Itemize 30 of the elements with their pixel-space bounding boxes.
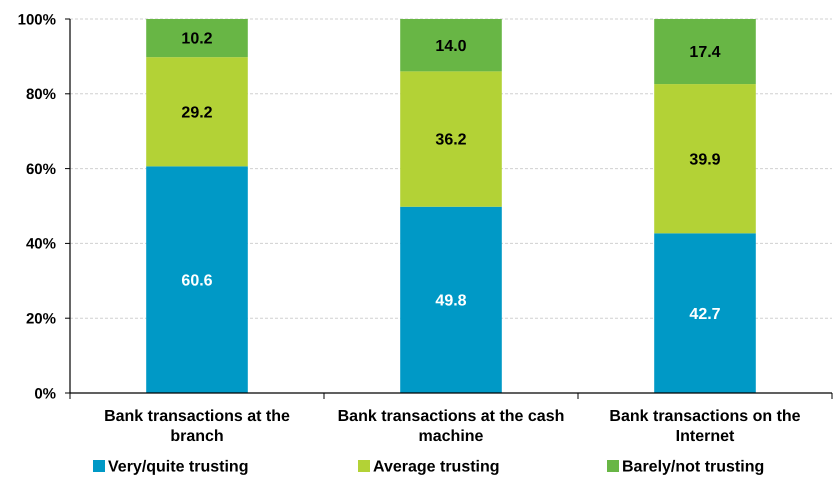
legend-label: Average trusting [373, 458, 500, 476]
data-label: 42.7 [689, 306, 721, 323]
bar [400, 71, 502, 207]
x-tick-label: Bank transactions at the cash machine [338, 408, 564, 445]
y-tick-label: 80% [26, 86, 56, 104]
bar [146, 19, 248, 58]
x-tick-label: Bank transactions on the Internet [609, 408, 801, 445]
x-tick-label: Bank transactions at the branch [104, 408, 290, 445]
legend-label: Very/quite trusting [108, 458, 248, 476]
bar [146, 57, 248, 166]
data-label: 60.6 [181, 272, 213, 290]
y-tick-label: 20% [26, 310, 56, 328]
data-label: 49.8 [435, 292, 467, 310]
bar [654, 233, 756, 393]
bar [146, 166, 248, 393]
bar [654, 84, 756, 234]
y-tick-label: 100% [18, 11, 56, 28]
y-tick-label: 60% [26, 160, 56, 178]
y-tick-label: 0% [34, 385, 56, 402]
bar [654, 19, 756, 84]
bar [400, 206, 502, 393]
data-label: 36.2 [435, 132, 467, 149]
data-label: 10.2 [181, 30, 213, 48]
data-label: 17.4 [689, 44, 721, 62]
data-label: 29.2 [181, 104, 213, 122]
bar [400, 19, 502, 72]
legend-label: Barely/not trusting [622, 458, 764, 476]
data-label: 14.0 [435, 38, 467, 55]
data-label: 39.9 [689, 151, 721, 168]
y-tick-label: 40% [26, 236, 56, 253]
